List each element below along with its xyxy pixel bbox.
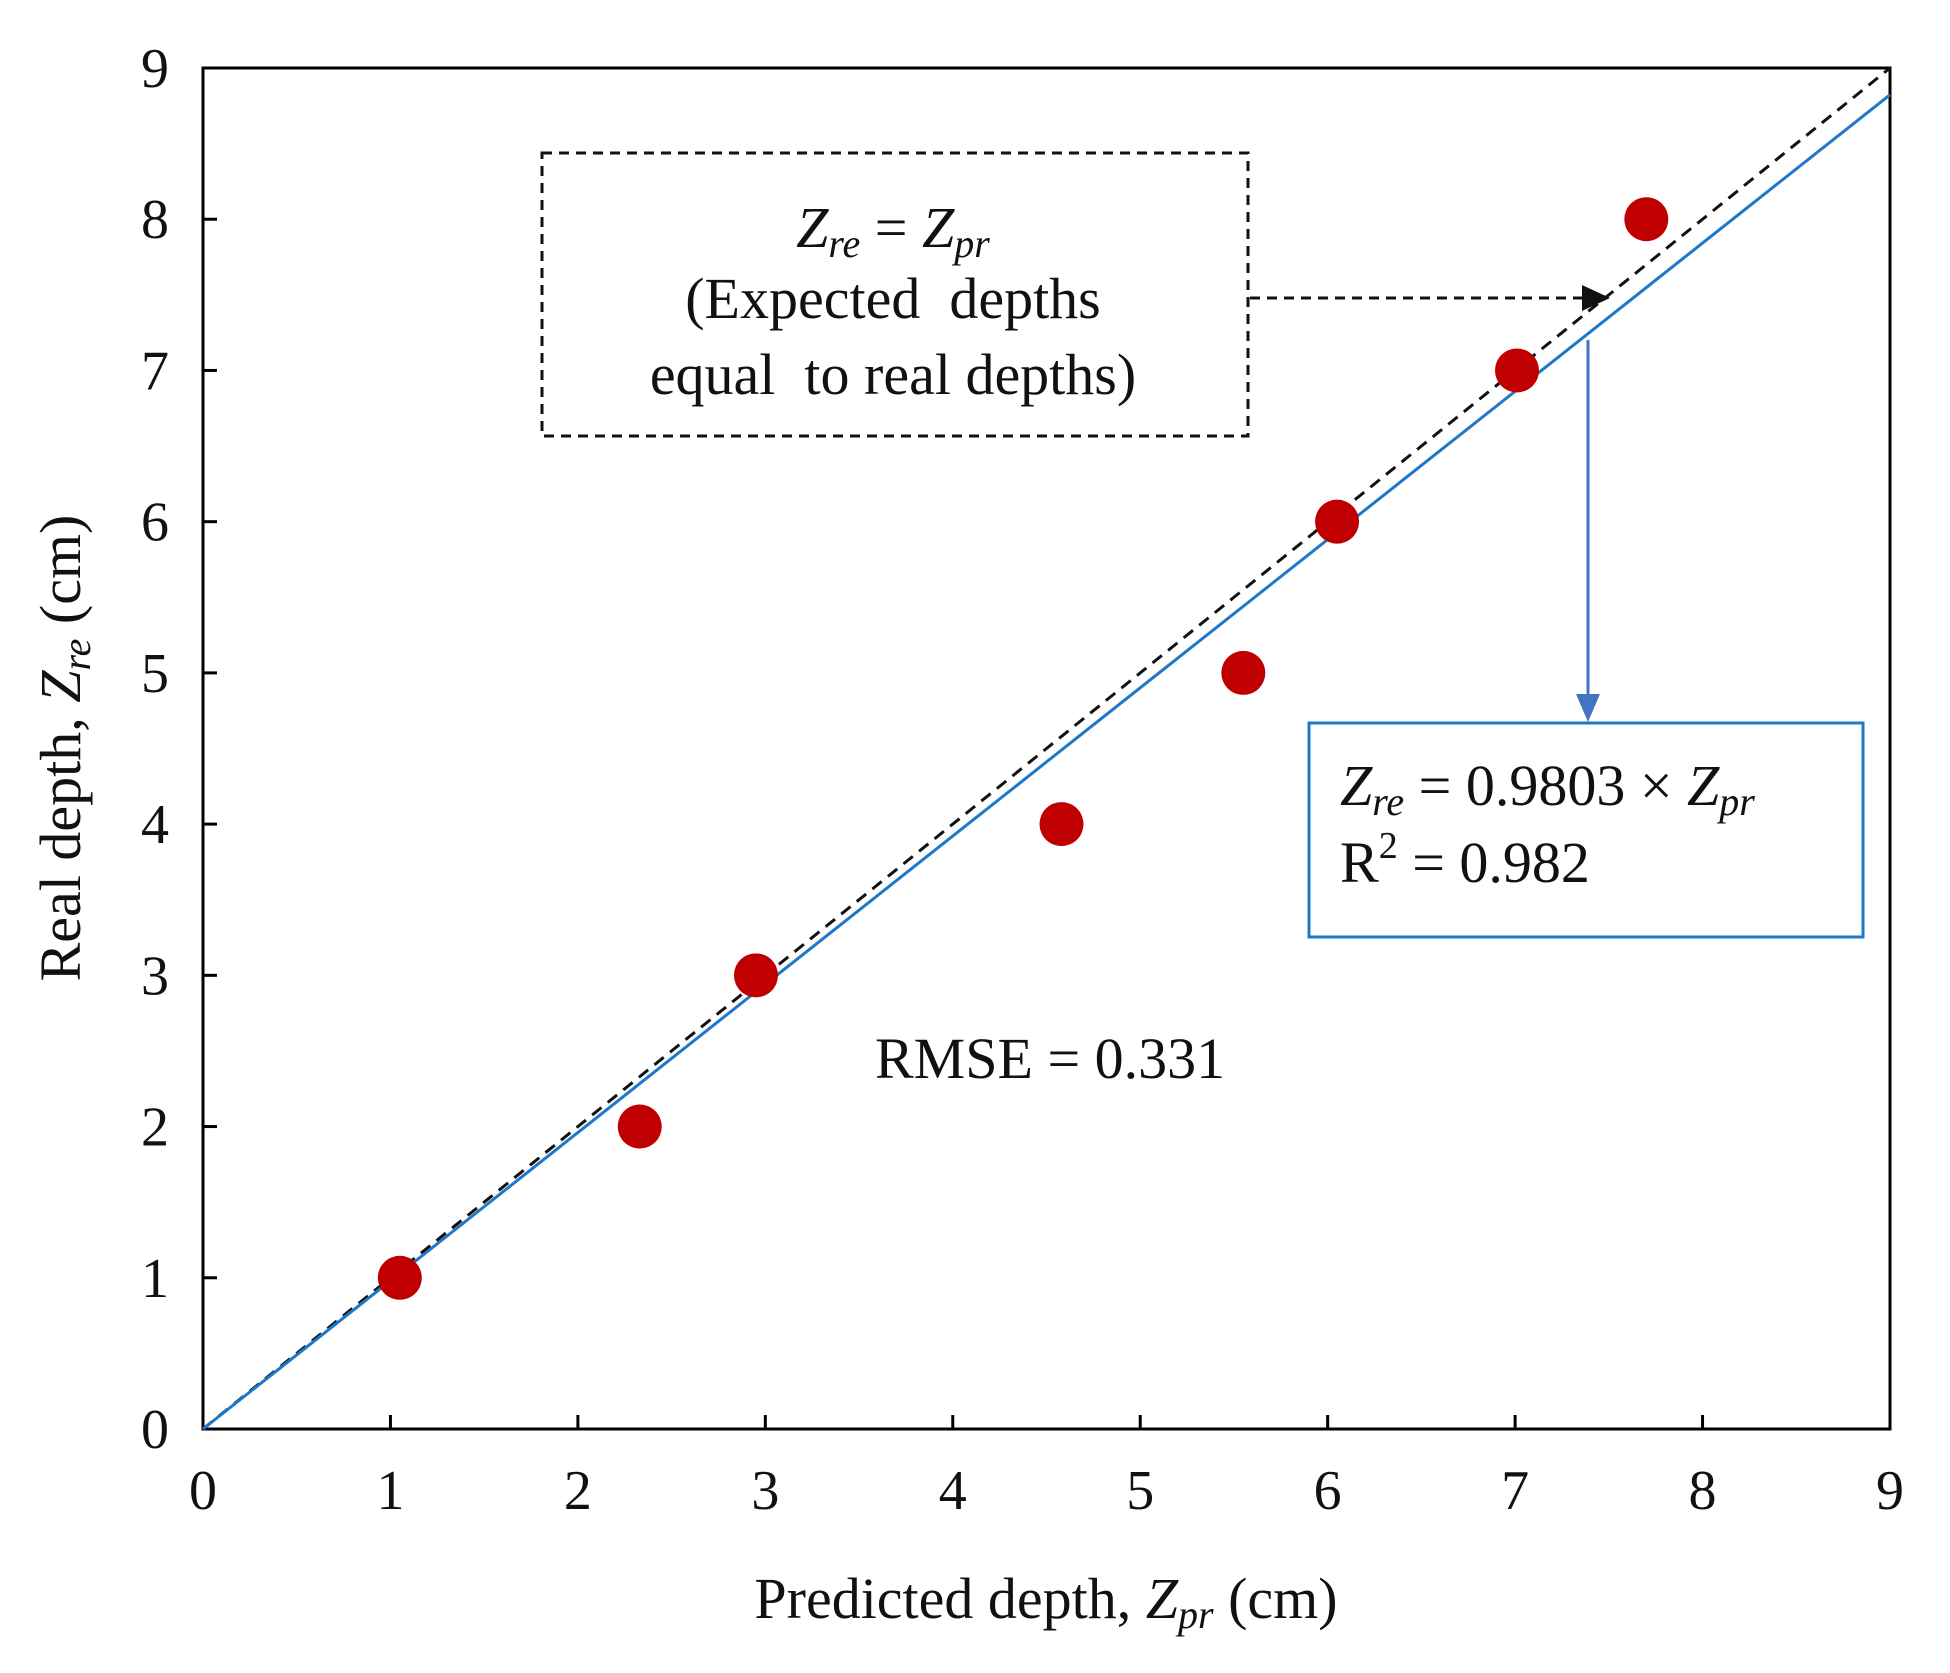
y-title-sub: re bbox=[54, 639, 99, 671]
x-tick-label: 6 bbox=[1314, 1460, 1342, 1522]
fit-eq-lhs: Z bbox=[1340, 753, 1373, 818]
data-point bbox=[1039, 802, 1084, 847]
x-tick-label: 5 bbox=[1126, 1460, 1154, 1522]
x-title-suffix: (cm) bbox=[1214, 1566, 1338, 1631]
fit-annotation-box bbox=[1307, 721, 1865, 939]
x-tick-label: 4 bbox=[939, 1460, 967, 1522]
fit-line bbox=[202, 93, 1891, 1431]
x-tick-label: 1 bbox=[376, 1460, 404, 1522]
identity-arrow-head bbox=[1582, 285, 1610, 311]
x-title-prefix: Predicted depth, bbox=[754, 1566, 1145, 1631]
y-tick-label: 6 bbox=[141, 492, 169, 554]
rmse-label: RMSE = 0.331 bbox=[875, 1026, 1225, 1091]
data-point bbox=[1494, 348, 1539, 393]
y-tick-label: 4 bbox=[141, 794, 169, 856]
data-point bbox=[1624, 197, 1669, 242]
x-tick-label: 0 bbox=[189, 1460, 217, 1522]
r2-suffix: = 0.982 bbox=[1398, 830, 1590, 895]
data-point bbox=[377, 1255, 422, 1300]
x-axis-title: Predicted depth, Zpr (cm) bbox=[754, 1566, 1337, 1637]
x-title-sub: pr bbox=[1175, 1592, 1214, 1637]
identity-line3: equal to real depths) bbox=[650, 342, 1136, 407]
y-tick-labels: 0 1 2 3 4 5 6 7 8 9 bbox=[141, 38, 169, 1461]
y-tick-label: 1 bbox=[141, 1248, 169, 1310]
y-title-var: Z bbox=[28, 670, 93, 703]
y-tick-label: 8 bbox=[141, 189, 169, 251]
x-tick-label: 2 bbox=[564, 1460, 592, 1522]
x-tick-label: 9 bbox=[1876, 1460, 1904, 1522]
x-title-var: Z bbox=[1146, 1566, 1179, 1631]
y-tick-label: 3 bbox=[141, 945, 169, 1007]
identity-line2: (Expected depths bbox=[685, 266, 1101, 331]
fit-arrow-head bbox=[1576, 694, 1600, 722]
r2-prefix: R bbox=[1340, 830, 1379, 895]
identity-eq-lhs-sub: re bbox=[828, 221, 860, 266]
r2-sup: 2 bbox=[1379, 825, 1398, 867]
axis-ticks bbox=[201, 66, 1892, 1431]
x-tick-labels: 0 1 2 3 4 5 6 7 8 9 bbox=[189, 1460, 1904, 1522]
x-tick-label: 7 bbox=[1501, 1460, 1529, 1522]
identity-eq-rhs: Z bbox=[922, 195, 955, 260]
y-tick-label: 2 bbox=[141, 1097, 169, 1159]
data-point bbox=[1221, 650, 1266, 695]
y-tick-label: 7 bbox=[141, 340, 169, 402]
r-squared: R2 = 0.982 bbox=[1340, 825, 1590, 895]
identity-eq-lhs: Z bbox=[796, 195, 829, 260]
y-tick-label: 0 bbox=[141, 1399, 169, 1461]
y-title-suffix: (cm) bbox=[28, 515, 93, 639]
identity-annotation-box bbox=[540, 151, 1250, 438]
identity-eq-rhs-sub: pr bbox=[951, 221, 990, 266]
fit-eq-lhs-sub: re bbox=[1372, 779, 1404, 824]
y-title-prefix: Real depth, bbox=[28, 703, 93, 982]
y-tick-label: 9 bbox=[141, 38, 169, 100]
identity-line bbox=[202, 66, 1891, 1431]
data-point bbox=[617, 1104, 662, 1149]
y-tick-label: 5 bbox=[141, 643, 169, 705]
fit-equation: Zre = 0.9803 × Zpr bbox=[1340, 753, 1755, 824]
fit-eq-mid: = 0.9803 × bbox=[1404, 753, 1687, 818]
x-tick-label: 8 bbox=[1689, 1460, 1717, 1522]
identity-eq-mid: = bbox=[860, 195, 922, 260]
x-tick-label: 3 bbox=[751, 1460, 779, 1522]
data-point bbox=[1315, 499, 1360, 544]
fit-eq-rhs: Z bbox=[1687, 753, 1720, 818]
data-point bbox=[733, 953, 778, 998]
fit-eq-rhs-sub: pr bbox=[1716, 779, 1755, 824]
data-points bbox=[377, 197, 1669, 1300]
identity-equation: Zre = Zpr bbox=[796, 195, 990, 266]
y-axis-title: Real depth, Zre (cm) bbox=[28, 515, 99, 982]
